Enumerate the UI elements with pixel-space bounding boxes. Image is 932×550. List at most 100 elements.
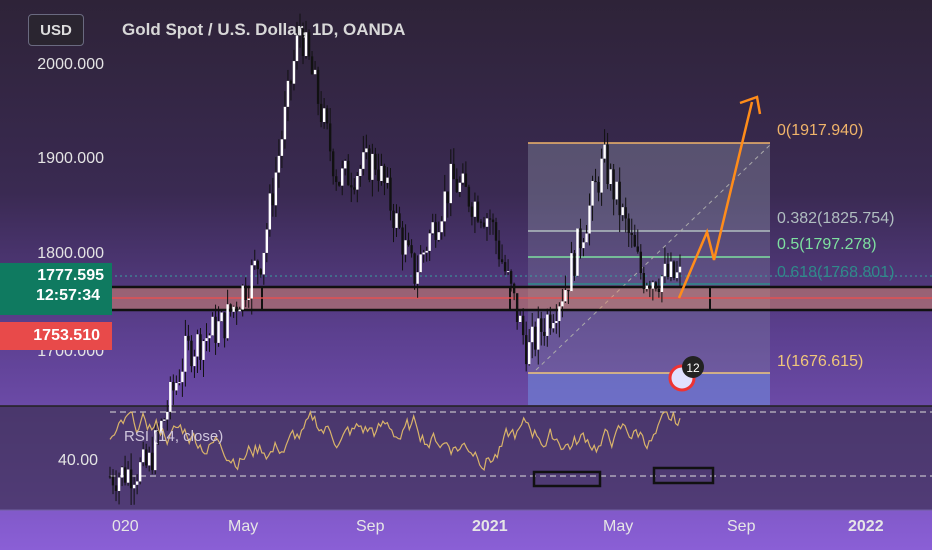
candle-body [588, 205, 591, 234]
candle-body [199, 334, 202, 360]
candle-body [132, 484, 136, 489]
candle-body [220, 312, 223, 322]
candle-body [506, 271, 510, 273]
candle-body [208, 335, 211, 339]
candle-body [537, 318, 540, 350]
candle-body [410, 245, 413, 254]
candle-body [524, 335, 528, 365]
candle-body [181, 371, 184, 383]
candle-body [126, 469, 130, 483]
candle-body [470, 206, 474, 217]
candle-body [395, 213, 398, 228]
candle-body [651, 282, 655, 289]
candle-body [449, 163, 452, 204]
last-price-tag[interactable]: 1777.595 12:57:34 [0, 263, 112, 315]
marker-price-value: 1753.510 [33, 327, 100, 344]
candle-body [154, 430, 157, 471]
candle-body [503, 262, 507, 272]
candle-body [678, 266, 682, 273]
candle-body [491, 219, 495, 223]
candle-body [235, 306, 238, 312]
candle-body [479, 221, 483, 223]
time-label-2020: 020 [112, 518, 139, 535]
candle-body [419, 254, 422, 273]
candle-body [244, 285, 247, 300]
candle-body [509, 271, 513, 284]
candle-body [443, 191, 446, 222]
candle-body [226, 304, 229, 339]
candle-body [229, 304, 232, 312]
candle-body [618, 181, 621, 216]
candle-body [675, 272, 679, 279]
symbol-title: Gold Spot / U.S. Dollar, 1D, OANDA [122, 20, 406, 39]
marker-price-tag[interactable]: 1753.510 [0, 322, 112, 350]
candle-body [383, 165, 386, 183]
candle-body [241, 285, 244, 310]
time-label-sep-2021: Sep [727, 518, 756, 535]
candle-body [356, 176, 359, 190]
candle-body [328, 123, 332, 152]
candle-body [259, 269, 262, 275]
candle-body [473, 201, 477, 217]
candle-body [521, 315, 525, 336]
candle-body [585, 233, 588, 243]
candle-body [476, 201, 480, 222]
economic-event-badge[interactable]: 12 [668, 356, 704, 392]
candle-body [428, 233, 431, 251]
candle-body [214, 316, 217, 343]
rsi-highlight-box-2 [652, 466, 715, 485]
candle-body [549, 314, 552, 329]
candle-body [157, 430, 160, 432]
candle-body [196, 334, 199, 357]
candle-body [669, 261, 673, 277]
candle-body [657, 288, 661, 292]
price-label-1900: 1900.000 [37, 150, 104, 167]
projection-path [677, 101, 754, 299]
candle-body [636, 246, 639, 252]
rsi-series [109, 410, 681, 472]
candle-body [211, 316, 214, 336]
candle-body [304, 32, 308, 57]
candle-body [531, 326, 534, 343]
fib-box [528, 143, 770, 405]
candle-body [301, 28, 305, 57]
candle-body [642, 273, 646, 290]
fib-labels: 0(1917.940) 0.382(1825.754) 0.5(1797.278) 0… [777, 122, 894, 370]
candle-body [144, 449, 148, 466]
candle-body [292, 61, 296, 84]
candle-body [166, 411, 169, 420]
candle-body [365, 148, 368, 153]
projection-arrowhead [739, 95, 762, 115]
candle-body [464, 173, 468, 187]
candle-body [648, 285, 652, 289]
candle-body [277, 155, 281, 173]
candle-body [120, 467, 124, 478]
candle-body [151, 452, 154, 471]
candle-body [389, 177, 392, 211]
candle-body [660, 276, 664, 292]
candle-body [175, 383, 178, 391]
candle-body [271, 193, 275, 206]
rsi-legend: RSI (14, close) [124, 428, 224, 445]
candle-body [564, 290, 567, 302]
candle-body [582, 242, 585, 249]
candle-body [141, 449, 145, 463]
candle-body [606, 144, 609, 185]
price-label-2000: 2000.000 [37, 56, 104, 73]
candle-body [377, 169, 380, 181]
time-label-sep-2020: Sep [356, 518, 385, 535]
candle-body [223, 312, 226, 339]
candle-body [561, 301, 564, 307]
candle-body [163, 419, 166, 421]
candle-body [485, 218, 489, 227]
candle-body [407, 240, 410, 246]
candle-body [160, 420, 163, 432]
candle-body [169, 381, 172, 412]
currency-button[interactable]: USD [28, 14, 84, 46]
rsi-axis-40: 40.00 [57, 452, 98, 469]
candle-body [528, 342, 531, 365]
candle-body [331, 151, 335, 177]
fib-label: 0(1917.940) [777, 122, 863, 139]
candle-body [307, 32, 311, 57]
